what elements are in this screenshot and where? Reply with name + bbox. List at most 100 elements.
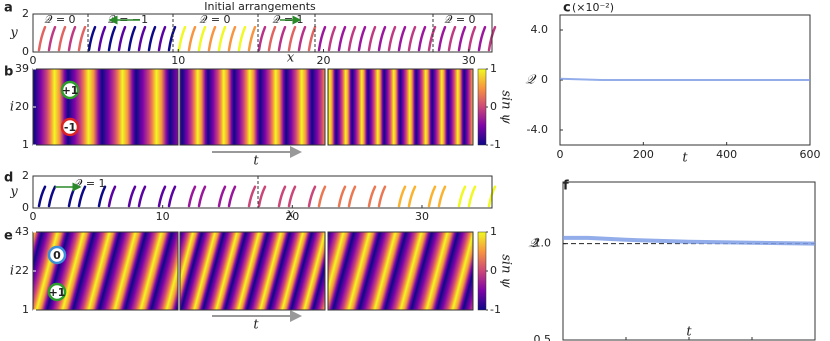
filament <box>127 25 137 52</box>
annotation: 𝒬 = 0 <box>444 13 475 26</box>
filament <box>427 185 437 208</box>
panel-label: e <box>4 229 13 244</box>
data-line <box>563 235 816 246</box>
y-tick-label: 2 <box>22 7 29 20</box>
panel-label: f <box>563 179 569 194</box>
filament <box>467 185 477 208</box>
data-line <box>559 77 810 81</box>
kymograph <box>32 68 179 146</box>
y-tick-label: 39 <box>15 62 29 75</box>
y-tick-label: 20 <box>15 100 29 113</box>
y-axis-label: i <box>10 264 14 279</box>
filament <box>97 185 107 208</box>
filament <box>207 25 217 52</box>
filament <box>157 25 167 52</box>
filament <box>467 25 477 52</box>
filament <box>47 25 57 52</box>
filament <box>147 25 157 52</box>
filament <box>257 185 267 208</box>
colorbar-tick-label: 0 <box>490 100 497 113</box>
filament <box>347 25 357 52</box>
filament <box>57 25 67 52</box>
filament <box>377 25 387 52</box>
filament <box>427 25 437 52</box>
filament <box>197 25 207 52</box>
filament <box>247 185 257 208</box>
colorbar-label: sin ψ <box>499 90 514 124</box>
y-axis-label: i <box>10 100 14 115</box>
x-tick-label: 10 <box>171 54 185 67</box>
filament <box>307 185 317 208</box>
filament <box>337 185 347 208</box>
kymograph <box>327 231 474 311</box>
kymograph <box>327 68 474 146</box>
panel-label: a <box>4 1 13 16</box>
filament <box>407 25 417 52</box>
x-tick-label: 0 <box>30 54 37 67</box>
filament <box>377 185 387 208</box>
filament <box>267 25 277 52</box>
annotation: -1 <box>64 121 76 134</box>
y-tick-label: 0 <box>22 45 29 58</box>
kymograph <box>179 68 326 146</box>
x-tick-label: 600 <box>800 148 821 161</box>
filament <box>347 185 357 208</box>
axes-box <box>32 13 493 53</box>
filament <box>337 25 347 52</box>
filament <box>317 25 327 52</box>
panel-label: c <box>563 1 571 16</box>
annotation: +1 <box>62 84 79 97</box>
filament <box>227 25 237 52</box>
filament <box>437 25 447 52</box>
filament <box>217 25 227 52</box>
x-tick-label: 20 <box>285 210 299 223</box>
filament <box>167 185 177 208</box>
filament <box>77 185 87 208</box>
x-tick-label: 400 <box>716 148 737 161</box>
filament <box>307 25 317 52</box>
filament <box>127 185 137 208</box>
filament <box>407 185 417 208</box>
filament <box>297 25 307 52</box>
filament <box>137 185 147 208</box>
colorbar-label: sin ψ <box>499 254 514 288</box>
x-tick-label: 30 <box>415 210 429 223</box>
y-axis-label: 𝒬 <box>528 236 540 251</box>
x-axis-label: x <box>287 51 295 66</box>
filament <box>97 25 107 52</box>
x-tick-label: 0 <box>30 210 37 223</box>
y-tick-label: 0.5 <box>534 333 552 341</box>
filament <box>37 185 47 208</box>
filament <box>397 185 407 208</box>
annotation: 𝒬 = 0 <box>44 13 75 26</box>
annotation: 𝒬 = 0 <box>199 13 230 26</box>
colorbar-tick-label: 1 <box>490 225 497 238</box>
annotation: +1 <box>49 286 66 299</box>
kymograph <box>179 231 326 311</box>
filament <box>247 25 257 52</box>
filament <box>277 185 287 208</box>
y-axis-label: 𝒬 <box>525 73 537 88</box>
filament <box>187 185 197 208</box>
x-tick-label: 30 <box>462 54 476 67</box>
panel-label: b <box>4 65 13 80</box>
filament <box>87 25 97 52</box>
filament <box>317 185 327 208</box>
axes-box <box>562 181 816 341</box>
filament <box>187 25 197 52</box>
filament <box>177 25 187 52</box>
filament <box>257 25 267 52</box>
colorbar <box>477 231 487 311</box>
annotation: 0 <box>53 249 61 262</box>
x-axis-label: x <box>287 207 295 222</box>
colorbar-tick-label: 1 <box>490 62 497 75</box>
y-tick-label: 2 <box>22 169 29 182</box>
filament <box>37 25 47 52</box>
colorbar-tick-label: 0 <box>490 264 497 277</box>
x-tick-label: 20 <box>317 54 331 67</box>
x-axis-label: t <box>686 325 692 340</box>
y-tick-label: 0 <box>541 73 548 86</box>
filament <box>397 25 407 52</box>
x-axis-label: t <box>253 318 259 333</box>
